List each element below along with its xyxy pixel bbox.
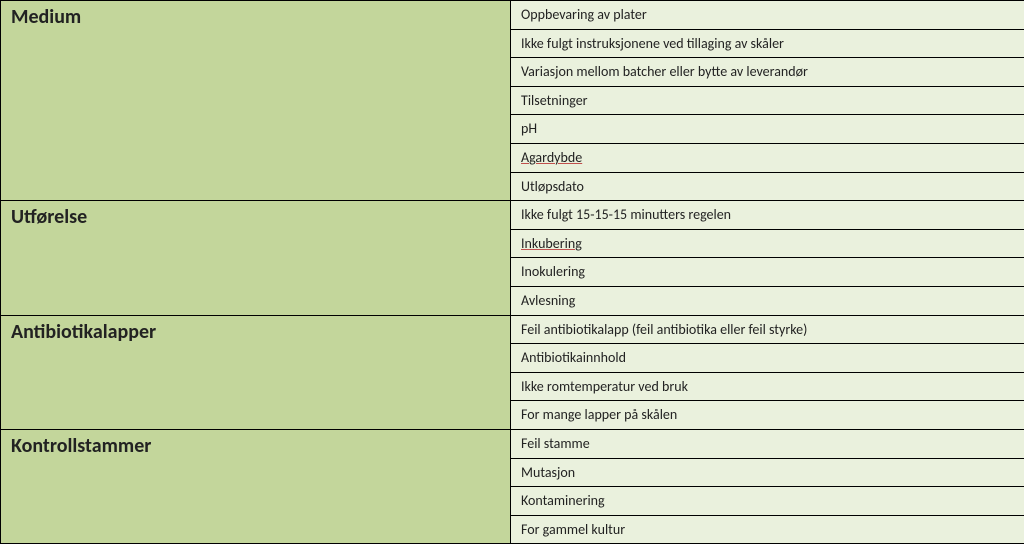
- item-text: Feil stamme: [521, 435, 590, 452]
- item-text: Feil antibiotikalapp (feil antibiotika e…: [521, 321, 807, 338]
- item-text: Inokulering: [521, 263, 585, 280]
- category-cell: Antibiotikalapper: [1, 315, 511, 429]
- item-cell: Antibiotikainnhold: [511, 344, 1024, 373]
- item-cell: Feil antibiotikalapp (feil antibiotika e…: [511, 315, 1024, 344]
- category-cell: Utførelse: [1, 201, 511, 315]
- item-cell: For mange lapper på skålen: [511, 401, 1024, 430]
- item-text: Oppbevaring av plater: [521, 6, 647, 23]
- item-cell: Kontaminering: [511, 487, 1024, 516]
- item-cell: Ikke fulgt instruksjonene ved tillaging …: [511, 29, 1024, 58]
- item-text: Tilsetninger: [521, 92, 588, 109]
- item-cell: Inokulering: [511, 258, 1024, 287]
- table-row: KontrollstammerFeil stamme: [1, 429, 1024, 458]
- item-text: Kontaminering: [521, 492, 605, 509]
- item-cell: Utløpsdato: [511, 172, 1024, 201]
- item-cell: Agardybde: [511, 143, 1024, 172]
- item-text: Variasjon mellom batcher eller bytte av …: [521, 63, 808, 80]
- item-text: Agardybde: [521, 149, 582, 166]
- item-text: pH: [521, 120, 537, 137]
- table-body: MediumOppbevaring av platerIkke fulgt in…: [1, 1, 1024, 544]
- item-cell: Mutasjon: [511, 458, 1024, 487]
- item-cell: Tilsetninger: [511, 86, 1024, 115]
- item-text: Ikke romtemperatur ved bruk: [521, 378, 688, 395]
- category-cell: Medium: [1, 1, 511, 201]
- item-text: Ikke fulgt instruksjonene ved tillaging …: [521, 35, 784, 52]
- item-text: Mutasjon: [521, 464, 575, 481]
- category-cell: Kontrollstammer: [1, 429, 511, 543]
- table-row: UtførelseIkke fulgt 15-15-15 minutters r…: [1, 201, 1024, 230]
- item-cell: Ikke fulgt 15-15-15 minutters regelen: [511, 201, 1024, 230]
- table-row: AntibiotikalapperFeil antibiotikalapp (f…: [1, 315, 1024, 344]
- item-cell: Inkubering: [511, 229, 1024, 258]
- item-cell: pH: [511, 115, 1024, 144]
- item-text: For mange lapper på skålen: [521, 406, 677, 423]
- item-text: Inkubering: [521, 235, 582, 252]
- item-text: Avlesning: [521, 292, 575, 309]
- item-cell: Variasjon mellom batcher eller bytte av …: [511, 58, 1024, 87]
- item-cell: Feil stamme: [511, 429, 1024, 458]
- item-text: Utløpsdato: [521, 178, 584, 195]
- item-cell: Oppbevaring av plater: [511, 1, 1024, 30]
- item-cell: Avlesning: [511, 286, 1024, 315]
- table-row: MediumOppbevaring av plater: [1, 1, 1024, 30]
- item-cell: Ikke romtemperatur ved bruk: [511, 372, 1024, 401]
- error-sources-table: MediumOppbevaring av platerIkke fulgt in…: [0, 0, 1024, 544]
- item-text: Ikke fulgt 15-15-15 minutters regelen: [521, 206, 731, 223]
- item-cell: For gammel kultur: [511, 515, 1024, 544]
- item-text: Antibiotikainnhold: [521, 349, 626, 366]
- item-text: For gammel kultur: [521, 521, 625, 538]
